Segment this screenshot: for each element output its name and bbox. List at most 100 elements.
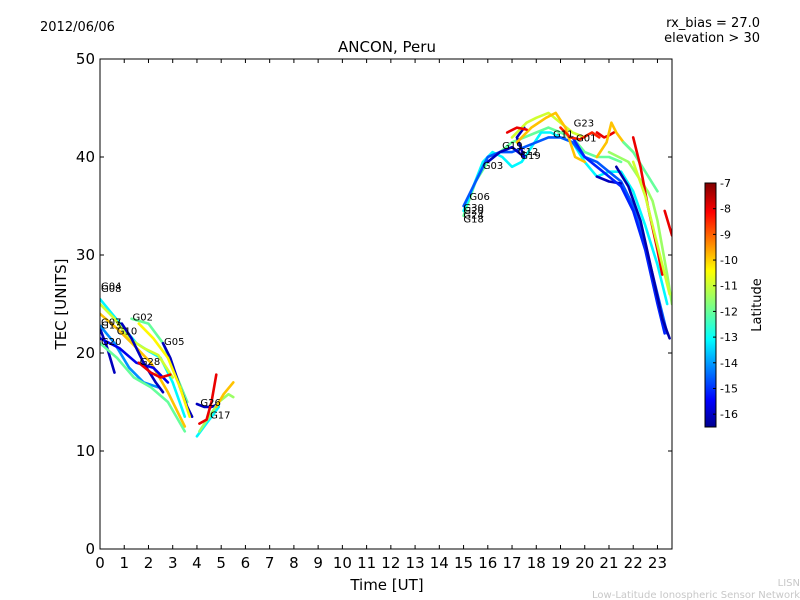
series-layer	[100, 111, 672, 438]
date-label: 2012/06/06	[40, 20, 115, 35]
colorbar-ticks: -7 -8 -9 -10 -11 -12 -13 -14 -15 -16	[713, 177, 738, 421]
tec-series-line	[215, 381, 235, 409]
x-tick-label: 0	[95, 554, 105, 572]
x-tick-label: 2	[144, 554, 154, 572]
satellite-label: G23	[574, 119, 594, 130]
colorbar-tick-label: -12	[720, 305, 738, 318]
tec-series-line	[595, 121, 635, 159]
satellite-label: G06	[469, 192, 489, 203]
colorbar-tick-label: -9	[720, 228, 731, 241]
x-tick-label: 13	[406, 554, 425, 572]
footer-brand: LISN	[778, 578, 800, 589]
satellite-label: G28	[140, 357, 160, 368]
x-tick-label: 18	[527, 554, 546, 572]
satellite-label: G17	[210, 411, 230, 422]
y-tick-label: 0	[85, 540, 95, 558]
tec-series-line	[100, 324, 160, 389]
x-tick-label: 10	[333, 554, 352, 572]
satellite-label: G12	[518, 147, 538, 158]
colorbar-label: Latitude	[750, 278, 765, 332]
satellite-label: G19	[502, 141, 522, 152]
colorbar-tick-label: -15	[720, 382, 738, 395]
elevation-label: elevation > 30	[664, 31, 760, 46]
satellite-label: G24	[463, 211, 483, 222]
plot-frame	[99, 58, 673, 550]
x-tick-label: 15	[454, 554, 473, 572]
x-tick-label: 19	[551, 554, 570, 572]
x-tick-label: 6	[241, 554, 251, 572]
tec-series-line	[137, 361, 172, 379]
tec-series-line	[615, 165, 671, 340]
satellite-label: G07	[101, 318, 121, 329]
tec-series-line	[515, 111, 586, 164]
satellite-label: G19	[520, 151, 540, 162]
x-tick-label: 23	[648, 554, 667, 572]
x-tick-label: 3	[168, 554, 178, 572]
x-tick-label: 17	[502, 554, 521, 572]
tec-series-line	[100, 302, 174, 379]
tec-series-line	[100, 312, 187, 428]
satellite-label: G13	[101, 321, 121, 332]
tec-series-line	[120, 322, 165, 394]
tec-series-line	[607, 150, 672, 306]
x-tick-label: 4	[192, 554, 202, 572]
x-axis-label: Time [UT]	[349, 576, 423, 594]
footer-org: Low-Latitude Ionospheric Sensor Network	[592, 590, 800, 600]
y-tick-label: 30	[76, 246, 95, 264]
colorbar-tick-label: -11	[720, 280, 738, 293]
satellite-label: G01	[576, 133, 596, 144]
satellite-label: G30	[463, 203, 483, 214]
tec-series-line	[595, 131, 616, 139]
satellite-label: G03	[483, 161, 503, 172]
x-tick-label: 20	[575, 554, 594, 572]
tec-series-line	[137, 322, 191, 418]
tec-series-line	[486, 126, 526, 164]
x-tick-label: 12	[381, 554, 400, 572]
y-tick-label: 40	[76, 148, 95, 166]
satellite-label: G08	[101, 284, 121, 295]
satellite-label: G04	[101, 281, 121, 292]
colorbar-tick-label: -7	[720, 177, 731, 190]
chart-title: ANCON, Peru	[338, 38, 436, 56]
rx-bias-label: rx_bias = 27.0	[666, 16, 760, 31]
colorbar-tick-label: -10	[720, 254, 738, 267]
tec-series-line	[100, 337, 170, 384]
tec-series-line	[198, 373, 218, 425]
y-tick-label: 50	[76, 50, 95, 68]
satellite-label: G02	[133, 313, 153, 324]
x-tick-label: 9	[313, 554, 323, 572]
x-tick-label: 1	[119, 554, 129, 572]
tec-series-line	[462, 131, 669, 306]
satellite-label: G20	[463, 206, 483, 217]
satellite-label: G10	[117, 326, 137, 337]
satellite-label: G20	[101, 337, 121, 348]
y-axis-label: TEC [UNITS]	[52, 259, 70, 351]
satellite-label: G05	[164, 337, 184, 348]
colorbar	[704, 182, 717, 428]
axes-layer: 0 1 2 3 4 5 6 7 8 9 10 11 12 13 14 15 16 17 18 19 20 21 22 2301…	[76, 50, 672, 572]
tec-series-line	[505, 126, 528, 134]
x-tick-label: 21	[599, 554, 618, 572]
tec-series-line	[631, 160, 671, 296]
x-tick-label: 11	[357, 554, 376, 572]
tec-series-line	[559, 126, 601, 141]
colorbar-tick-label: -16	[720, 408, 738, 421]
x-tick-label: 5	[216, 554, 226, 572]
y-tick-label: 10	[76, 442, 95, 460]
x-tick-label: 8	[289, 554, 299, 572]
tec-series-line	[663, 209, 672, 237]
satellite-label: G11	[553, 129, 573, 140]
colorbar-tick-label: -14	[720, 357, 738, 370]
satellite-label: G18	[463, 215, 483, 226]
satellite-label: G26	[200, 398, 220, 409]
tec-series-line	[100, 341, 187, 433]
x-tick-label: 7	[265, 554, 275, 572]
colorbar-tick-label: -8	[720, 203, 731, 216]
tec-series-line	[571, 136, 666, 335]
x-tick-label: 16	[478, 554, 497, 572]
x-tick-label: 22	[624, 554, 643, 572]
tec-series-line	[510, 111, 586, 139]
y-tick-label: 20	[76, 344, 95, 362]
